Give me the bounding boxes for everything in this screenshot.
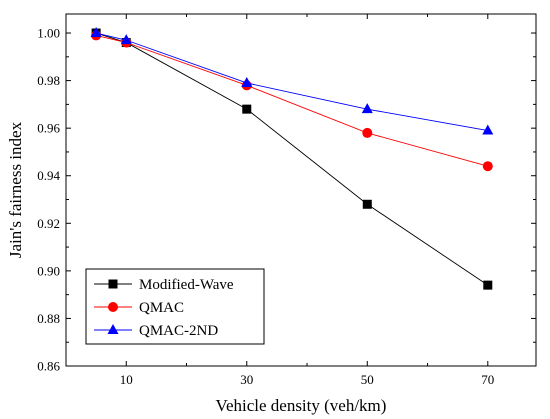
legend-marker-qmac — [108, 302, 118, 312]
legend-marker-modified-wave — [108, 279, 118, 289]
series-line-qmac-2nd — [96, 32, 488, 131]
x-axis: 10 30 50 70 — [120, 14, 494, 387]
y-tick-label: 0.96 — [37, 121, 60, 136]
y-tick-label: 1.00 — [37, 26, 60, 41]
data-point-modified-wave — [483, 280, 493, 290]
data-point-qmac-2nd — [482, 124, 494, 135]
y-tick-label: 0.86 — [37, 359, 60, 374]
data-point-qmac-2nd — [241, 76, 253, 87]
data-point-qmac — [362, 127, 373, 138]
series-line-modified-wave — [95, 32, 489, 286]
x-axis-title: Vehicle density (veh/km) — [216, 396, 387, 415]
x-tick-label: 50 — [361, 372, 374, 387]
legend-marker-qmac-2nd — [107, 324, 119, 334]
legend-label-modified-wave: Modified-Wave — [139, 277, 234, 293]
y-tick-label: 0.88 — [37, 311, 60, 326]
y-tick-label: 0.92 — [37, 216, 60, 231]
legend-label-qmac: QMAC — [139, 300, 184, 316]
data-point-qmac-2nd — [90, 27, 102, 38]
x-tick-label: 10 — [120, 372, 133, 387]
series-line-qmac — [96, 34, 488, 167]
plot-frame — [65, 13, 537, 367]
x-tick-label: 70 — [481, 372, 494, 387]
y-axis-title: Jain's fairness index — [6, 121, 25, 258]
y-tick-label: 0.90 — [37, 263, 60, 278]
y-tick-label: 0.98 — [37, 73, 60, 88]
data-point-modified-wave — [362, 199, 372, 209]
data-point-qmac-2nd — [361, 103, 373, 114]
data-point-qmac-2nd — [120, 34, 132, 45]
y-tick-label: 0.94 — [37, 168, 60, 183]
y-axis: 0.86 0.88 0.90 0.92 0.94 0.96 0.98 1.00 — [37, 26, 536, 374]
data-point-modified-wave — [242, 104, 252, 114]
x-tick-label: 30 — [240, 372, 253, 387]
series-layer — [90, 27, 494, 290]
data-point-qmac — [482, 161, 493, 172]
legend-label-qmac-2nd: QMAC-2ND — [139, 323, 218, 339]
legend: Modified-Wave QMAC QMAC-2ND — [85, 268, 265, 345]
